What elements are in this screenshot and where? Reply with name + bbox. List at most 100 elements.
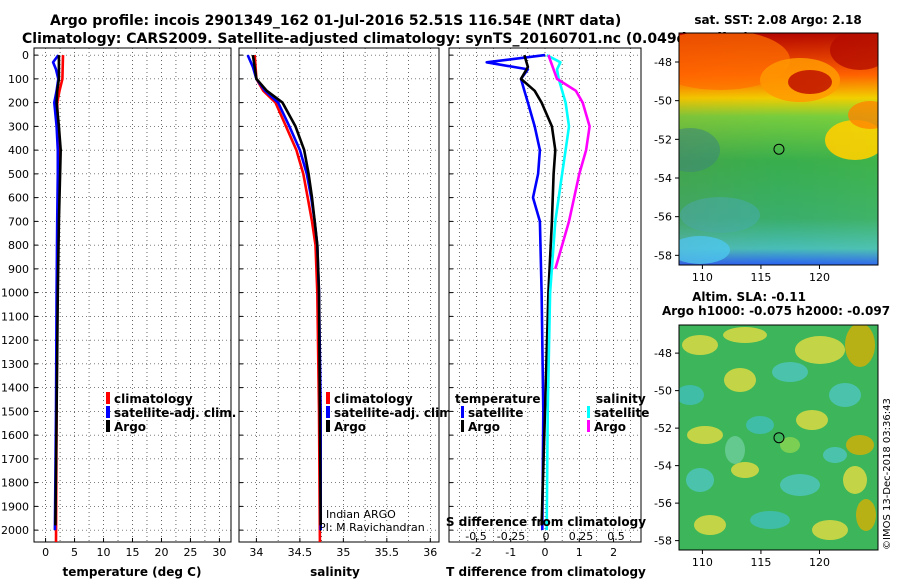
series-line-temperature-argo [519,54,557,526]
sla-texture-blob [846,435,874,455]
legend-swatch-t-satellite [461,406,464,418]
depth-tick-label: 800 [8,239,29,252]
s-tick-label: 0.25 [569,530,594,543]
map-x-tick-label: 115 [750,556,771,569]
depth-tick-label: 900 [8,263,29,276]
legend-argo: Argo [334,420,366,434]
s-difference-label: S difference from climatology [446,515,646,529]
sst-map-frame [678,32,879,266]
map-y-tick-label: -52 [654,422,672,435]
sst-map-title: sat. SST: 2.08 Argo: 2.18 [694,13,861,27]
t-difference-xlabel: T difference from climatology [446,565,646,579]
difference-lines [485,53,591,531]
x-tick-label: 35.5 [375,546,400,559]
legend-swatch-argo [326,420,330,432]
legend-swatch-satellite [326,406,330,418]
sla-texture-blob [780,437,800,453]
depth-tick-label: 600 [8,192,29,205]
legend-s-argo: Argo [594,420,626,434]
salinity-panel: 34 34.5 35 35.5 36 salinity climatology sate… [238,47,456,579]
map-y-tick-label: -52 [654,133,672,146]
depth-tick-label: 400 [8,144,29,157]
figure-title-line1: Argo profile: incois 2901349_162 01-Jul-… [50,13,621,29]
sst-map-ticks: 110 115 120 -48 -50 -52 -54 -56 -58 [654,56,830,284]
x-tick-label: 10 [97,546,111,559]
sst-map-panel: sat. SST: 2.08 Argo: 2.18 110 115 120 -48 -5… [654,13,879,284]
s-tick-label: -0.5 [465,530,486,543]
difference-x-ticks: -2 -1 0 1 2 [471,538,617,559]
sla-texture-blob [725,436,745,464]
x-tick-label: 5 [71,546,78,559]
map-y-tick-label: -58 [654,249,672,262]
depth-tick-label: 0 [22,49,29,62]
map-y-tick-label: -48 [654,56,672,69]
map-x-tick-label: 110 [692,271,713,284]
x-tick-label: 34 [249,546,263,559]
sla-map-subtitle: Argo h1000: -0.075 h2000: -0.097 [662,304,890,318]
sla-texture-blob [682,335,718,355]
series-line-climatology [253,55,322,543]
sla-texture-blob [796,410,828,430]
map-x-tick-label: 120 [809,556,830,569]
sla-map-ticks: 110 115 120 -48 -50 -52 -54 -56 -58 [654,347,830,569]
legend-swatch-s-argo [587,420,590,432]
salinity-legend: climatology satellite-adj. clim. Argo [326,392,456,434]
x-tick-label: 1 [576,546,583,559]
credit-line1: Indian ARGO [326,508,396,521]
series-line-salinity-satellite [545,53,571,531]
sla-map-image [679,325,878,550]
depth-tick-label: 1800 [1,477,29,490]
sla-map-frame [678,324,879,551]
salinity-grid [239,48,439,542]
x-tick-label: 30 [212,546,226,559]
sla-texture-blob [772,362,808,382]
sla-texture-blob [823,447,847,463]
x-tick-label: 2 [610,546,617,559]
sla-texture-blob [750,511,790,529]
s-tick-label: 0.5 [607,530,625,543]
s-tick-label: 0 [543,530,550,543]
legend-salinity-title: salinity [596,392,646,406]
depth-tick-label: 1300 [1,358,29,371]
map-x-tick-label: 115 [750,271,771,284]
salinity-x-ticks: 34 34.5 35 35.5 36 [249,538,437,559]
depth-tick-label: 2000 [1,524,29,537]
map-y-tick-label: -54 [654,172,672,185]
depth-tick-label: 100 [8,73,29,86]
sla-argo-location-marker [773,432,785,444]
temperature-x-ticks: 0 5 10 15 20 25 30 [42,538,226,559]
sla-texture-blob [694,515,726,535]
x-tick-label: 15 [126,546,140,559]
difference-panel: -2 -1 0 1 2 -0.5 -0.25 0 0.25 0.5 S difference f… [446,47,649,579]
sla-texture-blob [724,368,756,392]
depth-tick-label: 1500 [1,405,29,418]
imos-credit: ©IMOS 13-Dec-2018 03:36:43 [882,398,893,550]
depth-tick-label: 1600 [1,429,29,442]
sla-texture-blob [780,474,820,496]
map-y-tick-label: -54 [654,460,672,473]
sla-texture-blob [746,416,774,434]
temperature-xlabel: temperature (deg C) [63,565,202,579]
depth-tick-label: 1000 [1,287,29,300]
legend-swatch-satellite [106,406,110,418]
depth-tick-label: 1400 [1,382,29,395]
sla-texture-blob [843,466,867,494]
sla-map-panel: Altim. SLA: -0.11 Argo h1000: -0.075 h20… [654,290,890,569]
legend-argo: Argo [114,420,146,434]
map-x-tick-label: 120 [809,271,830,284]
credit-line2: PI: M Ravichandran [319,521,425,534]
legend-satellite: satellite-adj. clim. [334,406,456,420]
x-tick-label: 25 [183,546,197,559]
x-tick-label: 35 [336,546,350,559]
x-tick-label: 0 [542,546,549,559]
depth-tick-label: 1900 [1,500,29,513]
sla-texture-blob [687,426,723,444]
temperature-lines [51,54,65,543]
map-y-tick-label: -50 [654,385,672,398]
sla-texture-blob [723,327,767,343]
series-line-argo [54,55,63,526]
difference-s-ticks: -0.5 -0.25 0 0.25 0.5 [465,530,624,543]
depth-tick-label: 500 [8,168,29,181]
temperature-axes-frame [33,47,232,543]
